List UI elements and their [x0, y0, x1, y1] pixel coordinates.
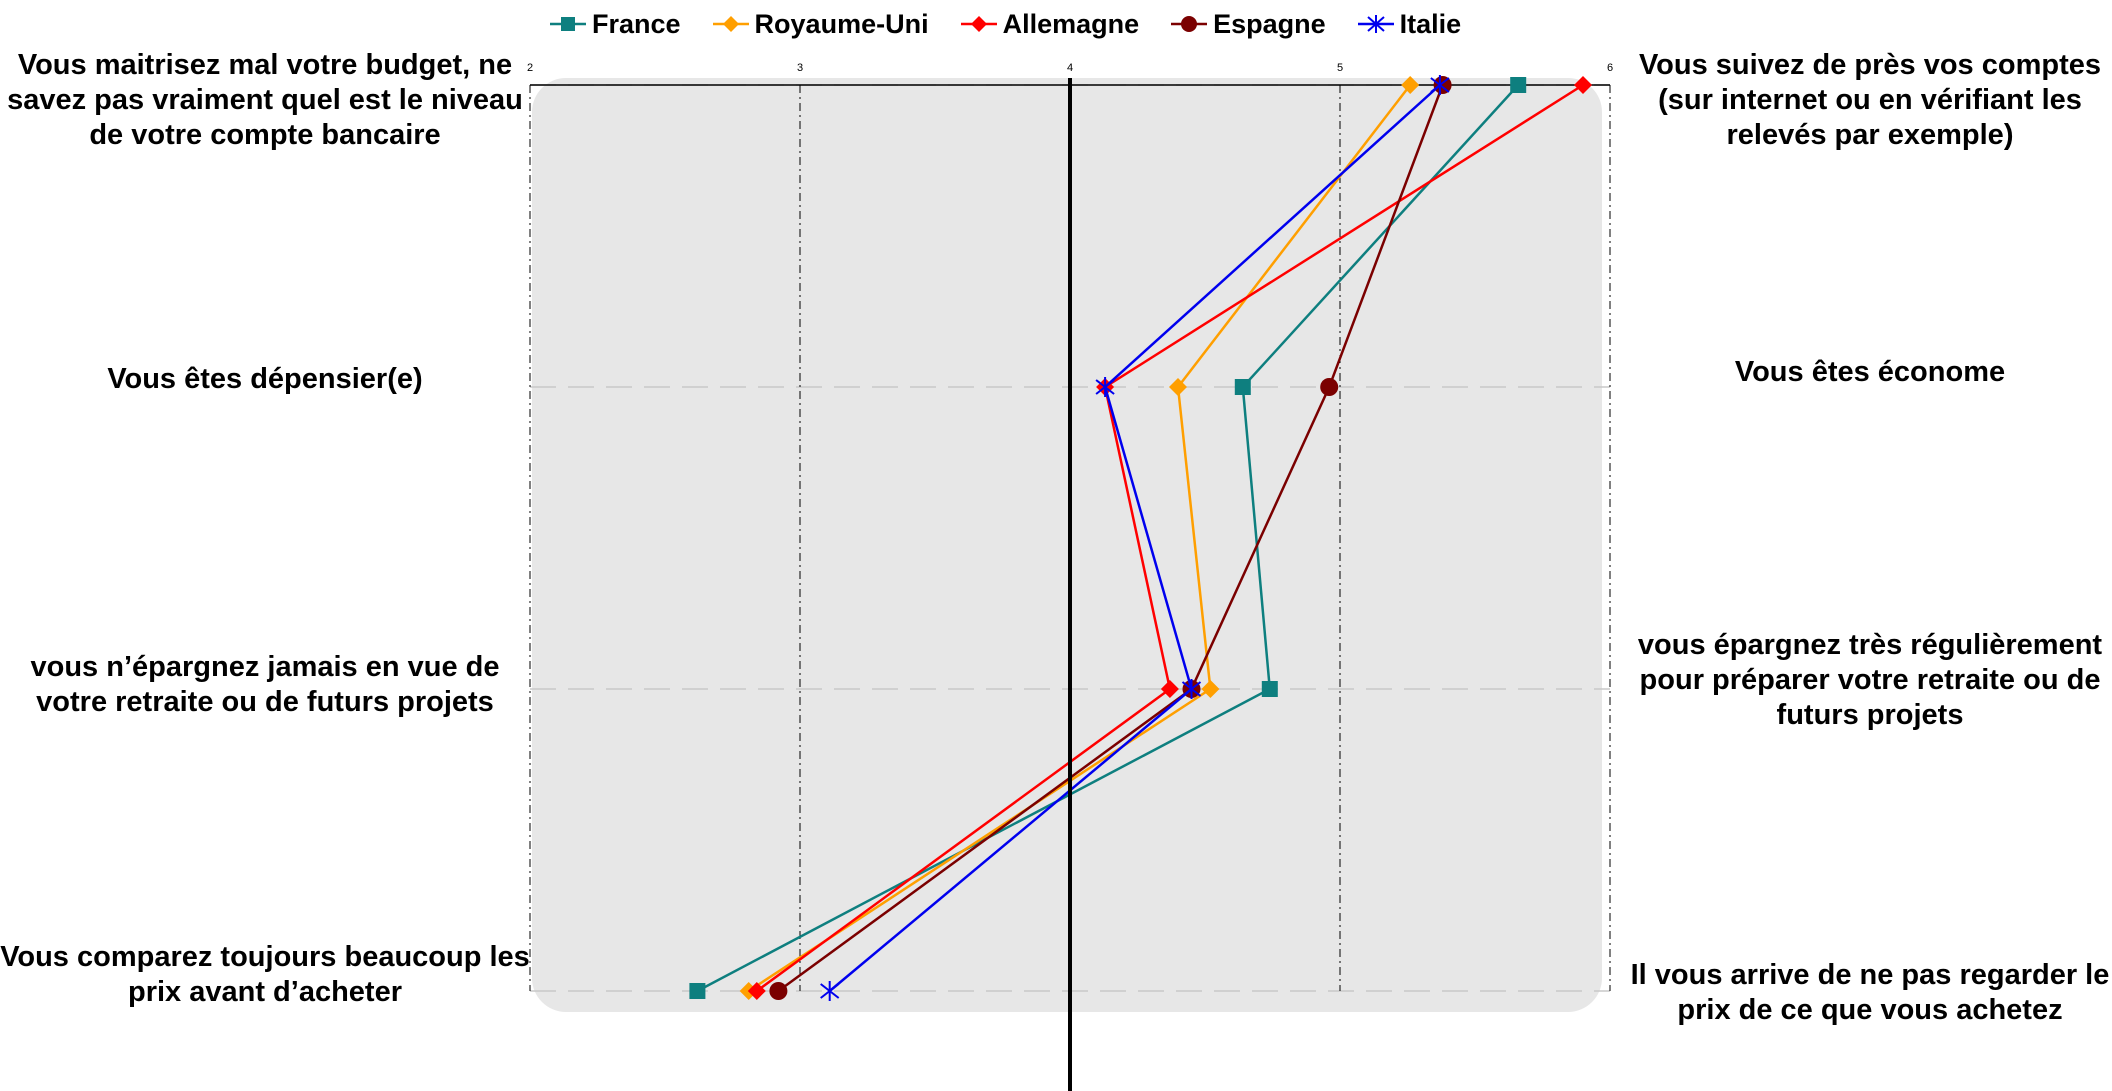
data-point-italie	[1430, 75, 1450, 95]
legend-marker-espagne	[1171, 16, 1208, 32]
right-label-comptes: Vous suivez de près vos comptes (sur int…	[1638, 49, 2102, 151]
legend-item-italie: Italie	[1356, 8, 1462, 40]
right-label-prix: Il vous arrive de ne pas regarder le pri…	[1630, 959, 2110, 1026]
series-line-royaume-uni	[748, 84, 1412, 993]
data-point-allemagne	[1160, 680, 1179, 698]
series-line-italie	[828, 84, 1441, 992]
legend-label-italie: Italie	[1399, 8, 1462, 39]
legend-label-royaume-uni: Royaume-Uni	[754, 8, 929, 39]
legend-marker-france	[550, 17, 586, 31]
right-label-epargne: vous épargnez très régulièrement pour pr…	[1637, 629, 2103, 731]
series-allemagne	[747, 76, 1592, 1000]
data-point-italie	[1095, 377, 1115, 397]
legend-item-royaume-uni: Royaume-Uni	[711, 9, 929, 40]
data-point-espagne	[1320, 378, 1339, 396]
data-point-espagne	[769, 982, 788, 1000]
series-group	[689, 75, 1592, 1001]
plot-background	[532, 78, 1602, 1012]
legend: France Royaume-Uni Allemagne Espagne	[548, 4, 1491, 44]
legend-marker-italie	[1357, 15, 1394, 33]
data-point-france	[1234, 379, 1251, 395]
data-point-italie	[1181, 679, 1202, 699]
data-point-royaume-uni	[1201, 680, 1220, 698]
data-point-france	[689, 983, 706, 999]
legend-label-france: France	[592, 8, 681, 39]
x-tick-label: 2	[527, 62, 533, 74]
left-label-prix: Vous comparez toujours beaucoup les prix…	[0, 941, 530, 1008]
legend-marker-allemagne	[960, 16, 997, 32]
left-label-budget: Vous maitrisez mal votre budget, ne save…	[7, 49, 523, 151]
x-tick-label: 4	[1067, 62, 1073, 74]
series-italie	[820, 75, 1450, 1001]
data-point-allemagne	[747, 982, 766, 1000]
series-line-espagne	[777, 84, 1444, 993]
legend-marker-royaume-uni	[712, 16, 749, 32]
left-label-epargne: vous n’épargnez jamais en vue de votre r…	[30, 651, 500, 718]
data-point-royaume-uni	[1169, 378, 1187, 396]
x-tick-label: 3	[797, 62, 803, 74]
x-tick-label: 6	[1607, 62, 1613, 74]
legend-label-allemagne: Allemagne	[1002, 8, 1140, 39]
series-line-allemagne	[756, 83, 1584, 993]
left-label-depensier: Vous êtes dépensier(e)	[107, 363, 423, 395]
legend-item-allemagne: Allemagne	[959, 8, 1140, 40]
x-tick-label: 5	[1337, 62, 1343, 74]
data-point-royaume-uni	[1401, 76, 1420, 94]
data-point-france	[1261, 681, 1278, 697]
legend-item-france: France	[548, 9, 681, 40]
data-point-france	[1510, 77, 1527, 93]
legend-item-espagne: Espagne	[1169, 9, 1326, 40]
legend-label-espagne: Espagne	[1213, 8, 1326, 39]
right-label-econome: Vous êtes économe	[1734, 356, 2006, 388]
data-point-allemagne	[1574, 76, 1592, 94]
data-point-italie	[820, 981, 840, 1001]
